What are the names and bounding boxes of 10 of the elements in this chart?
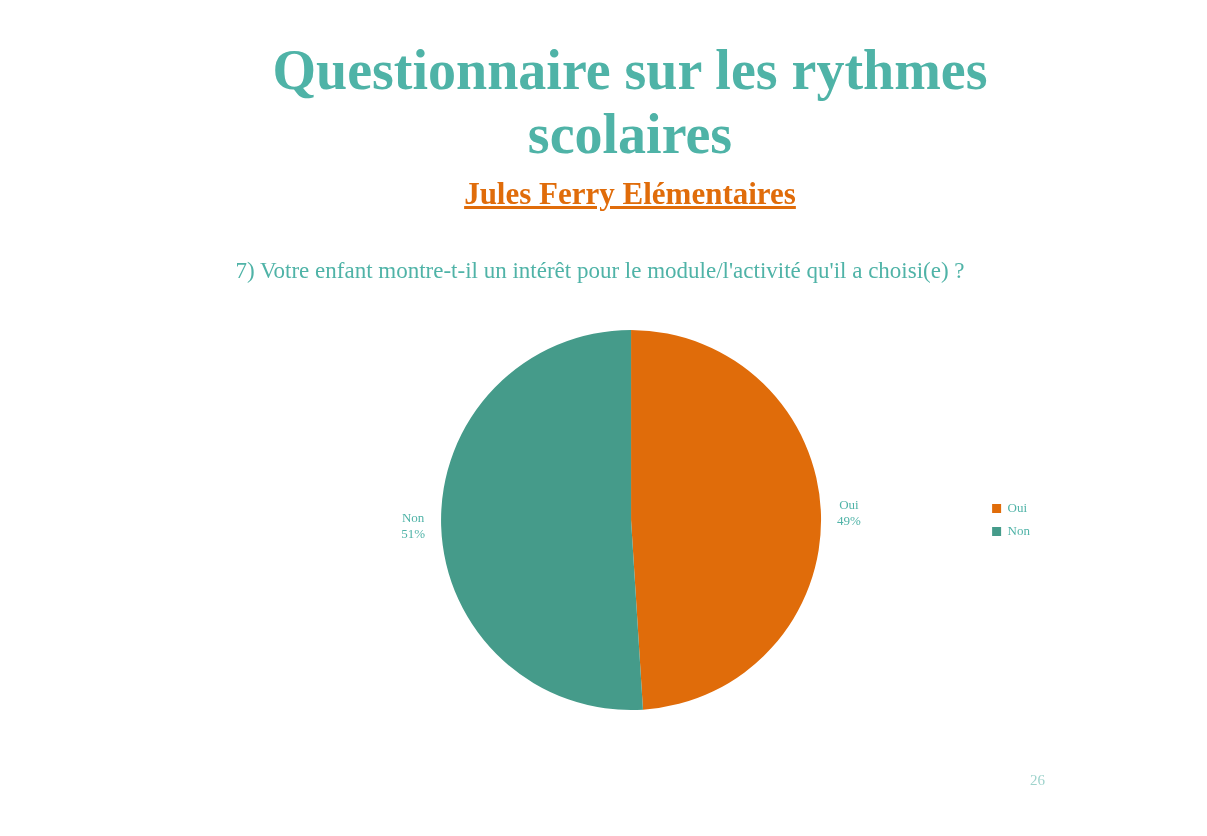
- legend-label: Oui: [1007, 499, 1028, 515]
- slice-label: Oui: [839, 496, 860, 512]
- legend-label: Non: [1007, 522, 1031, 538]
- chart-subtitle: Jules Ferry Elémentaires: [463, 176, 797, 212]
- slice-label: Non: [401, 510, 425, 526]
- data-label: 51%: [401, 526, 426, 542]
- chart-title: Questionnaire sur les rythmes scolaires: [271, 38, 989, 166]
- text: 26: [1030, 772, 1045, 789]
- data-label: 49%: [837, 512, 862, 528]
- text: 7) Votre enfant montre-t-il un intérêt pour le module/l'activité qu'il a choisi(e) ?: [234, 258, 966, 284]
